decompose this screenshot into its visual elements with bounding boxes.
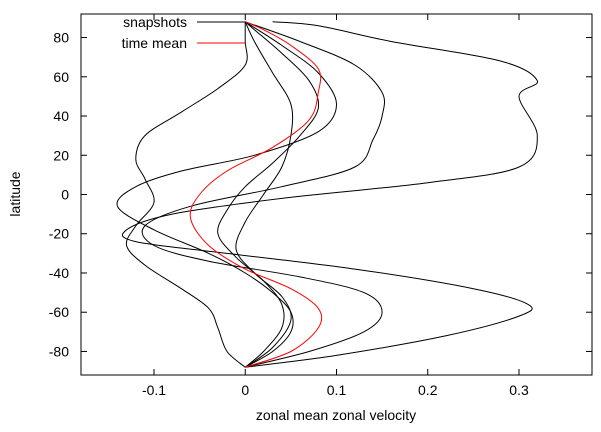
series-line-time-mean — [189, 21, 323, 368]
x-tick-label: 0.2 — [418, 382, 438, 398]
y-tick-label: 80 — [53, 30, 69, 46]
y-tick-label: 0 — [61, 187, 69, 203]
y-tick-label: 60 — [53, 69, 69, 85]
series-line-snapshot-3 — [116, 21, 338, 368]
legend-label-snapshots: snapshots — [123, 14, 187, 30]
y-axis: -80 -60 -40 -20 0 20 40 60 80 — [49, 30, 592, 359]
x-tick-label: 0.1 — [327, 382, 347, 398]
series-line-snapshot-1 — [121, 21, 538, 368]
y-tick-label: 20 — [53, 147, 69, 163]
x-tick-label: 0 — [241, 382, 249, 398]
series-line-snapshot-2 — [141, 21, 386, 368]
series-line-snapshot-6 — [235, 21, 294, 368]
y-tick-label: 40 — [53, 108, 69, 124]
y-axis-title: latitude — [7, 171, 23, 216]
legend: snapshots time mean — [122, 14, 246, 51]
x-tick-label: -0.1 — [142, 382, 166, 398]
x-axis: -0.1 0 0.1 0.2 0.3 — [142, 14, 529, 398]
plot-frame — [80, 13, 593, 376]
series-line-snapshot-4 — [125, 21, 248, 368]
series-group — [116, 21, 538, 368]
y-tick-label: -60 — [49, 304, 69, 320]
x-tick-label: 0.3 — [509, 382, 529, 398]
legend-label-time-mean: time mean — [122, 35, 187, 51]
x-axis-title: zonal mean zonal velocity — [256, 407, 416, 423]
y-tick-label: -80 — [49, 343, 69, 359]
y-tick-label: -20 — [49, 226, 69, 242]
y-tick-label: -40 — [49, 265, 69, 281]
series-line-snapshot-5 — [217, 21, 320, 368]
